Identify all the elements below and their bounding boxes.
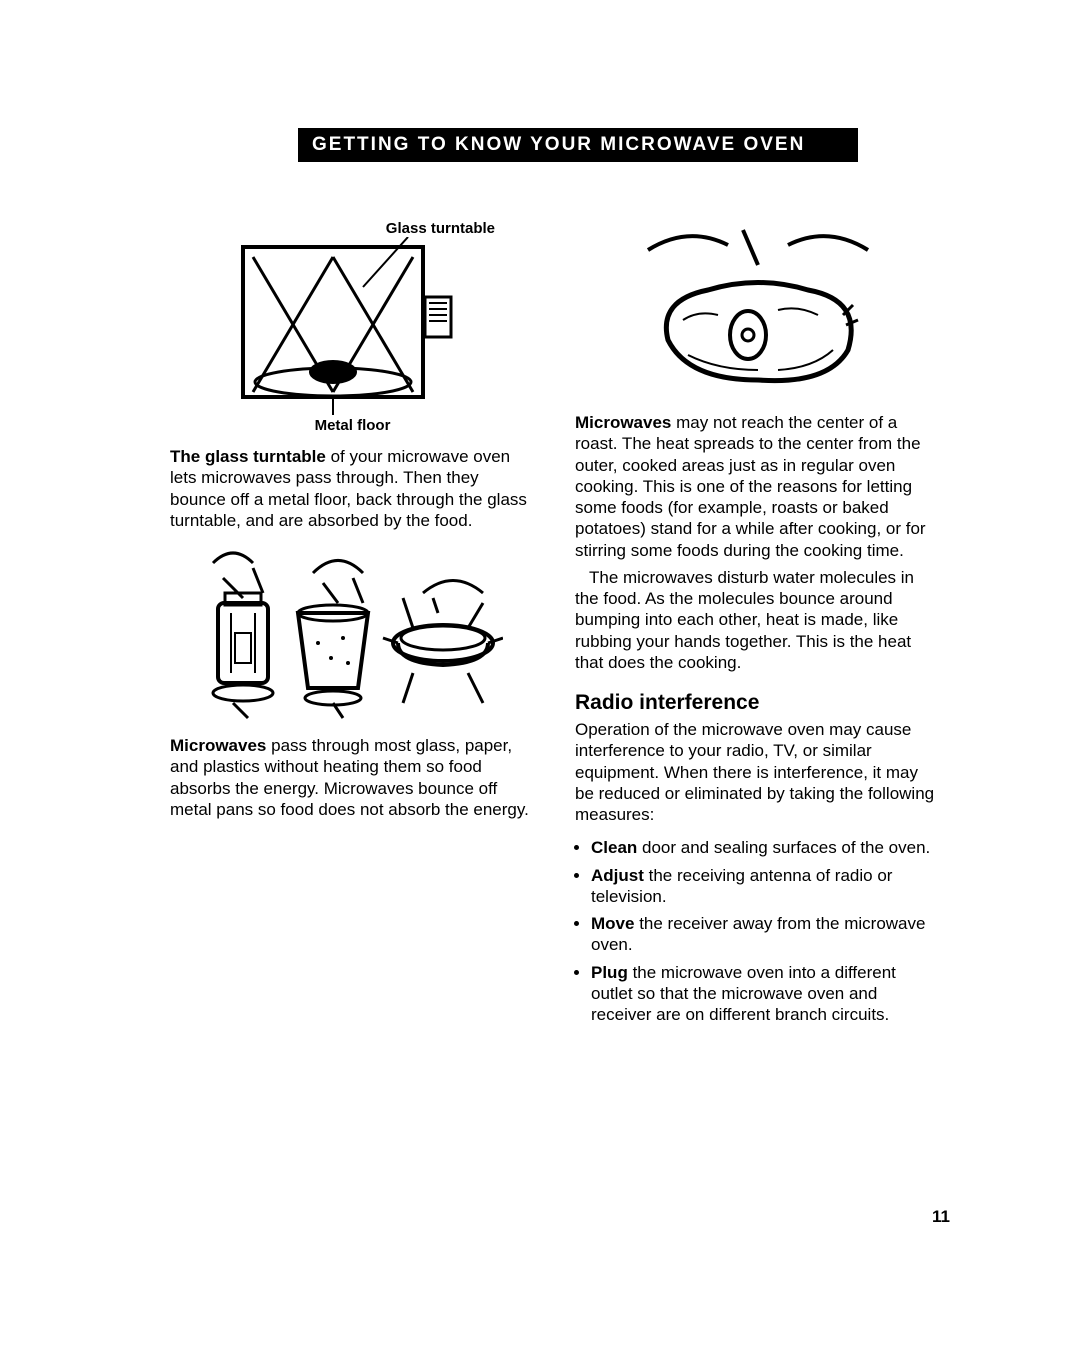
figure-containers [170, 543, 535, 723]
bold-span: Plug [591, 963, 628, 982]
bold-span: The glass turntable [170, 447, 326, 466]
list-item: Move the receiver away from the microwav… [591, 913, 940, 956]
list-item: Adjust the receiving antenna of radio or… [591, 865, 940, 908]
right-paragraph-2: The microwaves disturb water molecules i… [575, 567, 940, 673]
interference-bullet-list: Clean door and sealing surfaces of the o… [575, 837, 940, 1025]
text-span: may not reach the center of a roast. The… [575, 413, 926, 560]
text-span: the receiver away from the microwave ove… [591, 914, 925, 954]
document-page: GETTING TO KNOW YOUR MICROWAVE OVEN Glas… [0, 0, 1080, 1367]
bold-span: Adjust [591, 866, 644, 885]
page-number: 11 [932, 1207, 950, 1227]
list-item: Plug the microwave oven into a different… [591, 962, 940, 1026]
containers-icon [203, 543, 503, 723]
bold-span: Move [591, 914, 634, 933]
left-column: Glass turntable [170, 220, 535, 1031]
bold-span: Clean [591, 838, 637, 857]
section-title: GETTING TO KNOW YOUR MICROWAVE OVEN [298, 128, 858, 162]
figure-roast [575, 220, 940, 400]
figure-label-bottom: Metal floor [170, 417, 535, 434]
figure-oven-cutaway: Glass turntable [170, 220, 535, 434]
right-paragraph-3: Operation of the microwave oven may caus… [575, 719, 940, 825]
bold-span: Microwaves [575, 413, 671, 432]
right-column: Microwaves may not reach the center of a… [575, 220, 940, 1031]
content-columns: Glass turntable [170, 220, 940, 1031]
subheading-radio-interference: Radio interference [575, 691, 940, 715]
list-item: Clean door and sealing surfaces of the o… [591, 837, 940, 858]
text-span: the microwave oven into a different outl… [591, 963, 896, 1025]
roast-icon [628, 220, 888, 400]
left-paragraph-2: Microwaves pass through most glass, pape… [170, 735, 535, 820]
oven-cutaway-icon [233, 237, 473, 417]
figure-label-top: Glass turntable [170, 220, 535, 237]
bold-span: Microwaves [170, 736, 266, 755]
right-paragraph-1: Microwaves may not reach the center of a… [575, 412, 940, 561]
left-paragraph-1: The glass turntable of your microwave ov… [170, 446, 535, 531]
text-span: door and sealing surfaces of the oven. [637, 838, 930, 857]
